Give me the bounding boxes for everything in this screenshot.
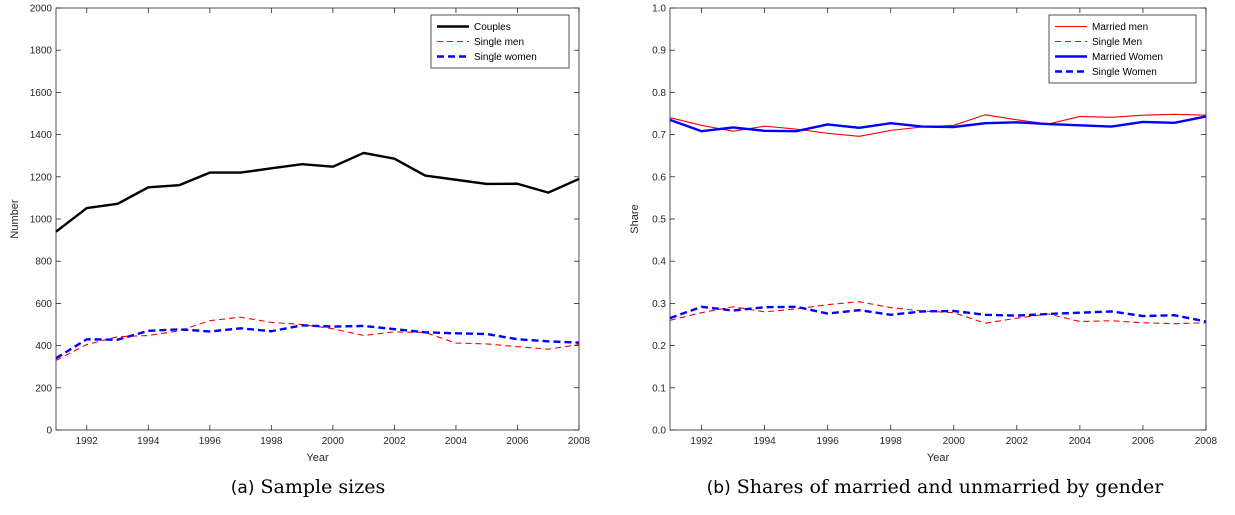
- y-tick-label: 600: [35, 299, 52, 310]
- x-tick-label: 1994: [137, 436, 160, 447]
- y-tick-label: 0: [46, 426, 52, 437]
- legend: Married men Single Men Married Women Single…: [1048, 14, 1197, 84]
- legend: Couples Single men Single women: [430, 14, 570, 69]
- y-tick-label: 1200: [30, 172, 53, 183]
- y-tick-label: 1400: [30, 130, 53, 141]
- x-tick-label: 2000: [322, 436, 345, 447]
- y-tick-label: 1000: [30, 215, 53, 226]
- y-tick-label: 0.2: [652, 341, 666, 352]
- series-line-couples: [55, 151, 580, 233]
- x-tick-label: 1992: [76, 436, 99, 447]
- y-tick-label: 1800: [30, 46, 53, 57]
- caption-b-tag: (b): [706, 478, 731, 498]
- y-tick-label: 0.0: [652, 426, 666, 437]
- series-line-married-women: [669, 115, 1207, 133]
- caption-b-text: Shares of married and unmarried by gende…: [736, 476, 1164, 498]
- x-tick-label: 2002: [1006, 436, 1029, 447]
- y-axis-label: Share: [629, 204, 641, 233]
- y-tick-label: 0.3: [652, 299, 666, 310]
- x-tick-label: 1992: [690, 436, 713, 447]
- x-axis-label: Year: [927, 452, 950, 464]
- legend-label-single-men: Single Men: [1092, 37, 1142, 48]
- y-tick-label: 1.0: [652, 4, 666, 15]
- y-tick-label: 800: [35, 257, 52, 268]
- x-tick-label: 1998: [880, 436, 903, 447]
- legend-label-single-women: Single women: [474, 52, 537, 63]
- x-tick-label: 2000: [943, 436, 966, 447]
- x-tick-label: 1996: [199, 436, 222, 447]
- y-tick-label: 0.8: [652, 88, 666, 99]
- x-axis-label: Year: [306, 452, 329, 464]
- legend-label-married-men: Married men: [1092, 22, 1148, 33]
- caption-a-text: Sample sizes: [260, 476, 386, 498]
- x-tick-label: 1996: [817, 436, 840, 447]
- caption-b: (b) Shares of married and unmarried by g…: [707, 476, 1164, 498]
- legend-label-married-women: Married Women: [1092, 52, 1163, 63]
- series-line-single-men: [669, 301, 1207, 325]
- x-tick-label: 1994: [753, 436, 776, 447]
- y-tick-label: 0.7: [652, 130, 666, 141]
- y-tick-label: 0.5: [652, 215, 666, 226]
- x-tick-label: 2004: [1069, 436, 1092, 447]
- x-tick-label: 2008: [1195, 436, 1218, 447]
- legend-label-single-men: Single men: [474, 37, 524, 48]
- caption-a-tag: (a): [230, 478, 255, 498]
- legend-label-single-women: Single Women: [1092, 67, 1157, 78]
- legend-box: [430, 14, 570, 69]
- axes-box: [55, 7, 580, 431]
- caption-a: (a) Sample sizes: [231, 476, 385, 498]
- y-tick-label: 1600: [30, 88, 53, 99]
- y-tick-label: 0.4: [652, 257, 666, 268]
- y-tick-label: 0.1: [652, 383, 666, 394]
- x-tick-label: 2006: [506, 436, 529, 447]
- x-tick-label: 2004: [445, 436, 468, 447]
- series-line-single-women: [669, 305, 1207, 323]
- y-tick-label: 0.9: [652, 46, 666, 57]
- chart-shares-by-gender: 0.0 0.1 0.2 0.3 0.4 0.5 0.6 0.7 0.8 0.9 1.0 1992 199…: [629, 4, 1218, 465]
- x-tick-label: 2008: [568, 436, 591, 447]
- x-tick-label: 2002: [383, 436, 406, 447]
- y-axis-label: Number: [9, 199, 21, 238]
- legend-label-couples: Couples: [474, 22, 511, 33]
- chart-sample-sizes: 0 200 400 600 800 1000 1200 1400 1600 1800 2000 199…: [9, 4, 591, 465]
- y-tick-label: 400: [35, 341, 52, 352]
- x-tick-label: 2006: [1132, 436, 1155, 447]
- y-tick-label: 0.6: [652, 172, 666, 183]
- y-tick-label: 2000: [30, 4, 53, 15]
- y-tick-label: 200: [35, 383, 52, 394]
- series-line-single-women: [55, 324, 580, 360]
- x-tick-label: 1998: [260, 436, 283, 447]
- series-line-single-men: [55, 316, 580, 361]
